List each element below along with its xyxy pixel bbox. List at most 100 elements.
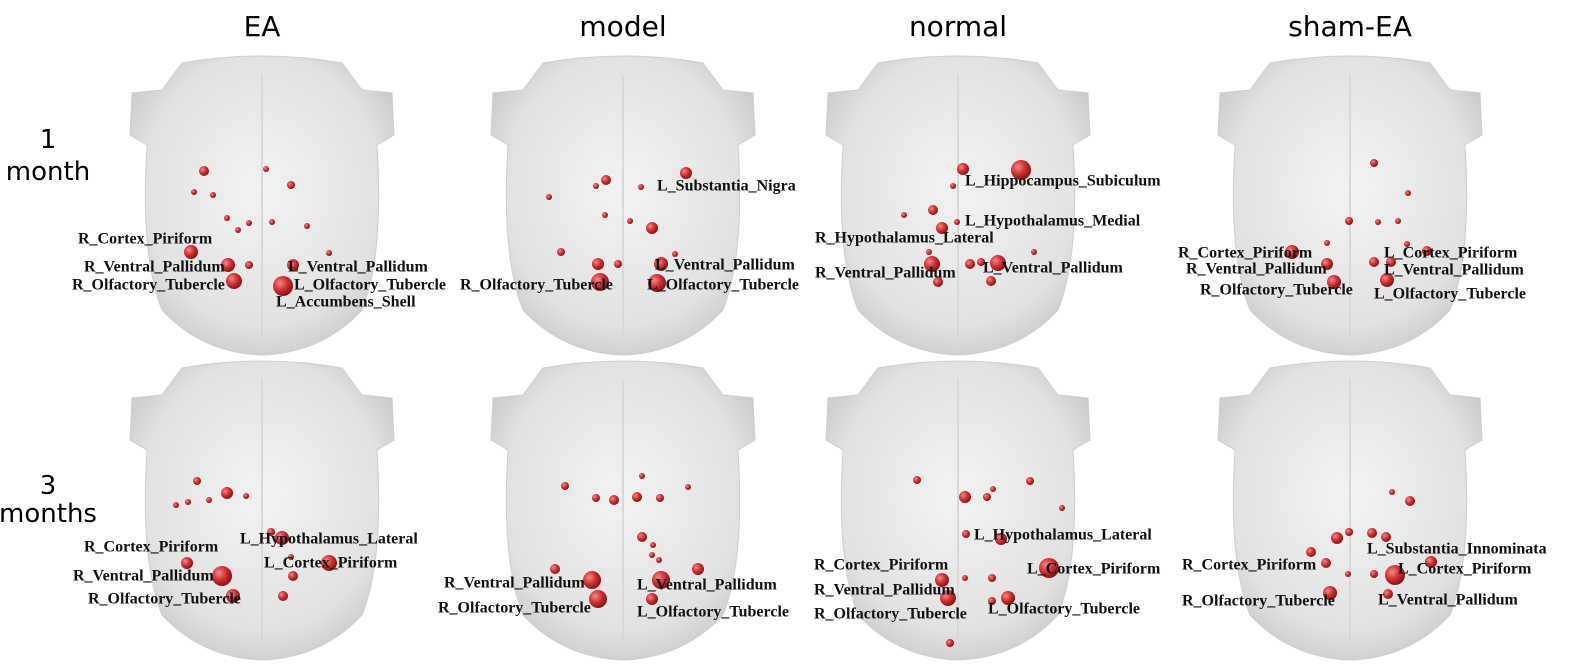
node [185, 499, 191, 505]
node [692, 563, 704, 575]
column-title: sham-EA [1288, 10, 1412, 43]
region-label: R_Olfactory_Tubercle [460, 277, 613, 294]
node [589, 590, 607, 608]
node [1405, 496, 1415, 506]
node [173, 502, 179, 508]
node [646, 222, 658, 234]
node [928, 205, 938, 215]
node [1331, 532, 1343, 544]
region-label: L_Ventral_Pallidum [983, 260, 1124, 277]
node [1345, 571, 1351, 577]
region-label: R_Ventral_Pallidum [815, 265, 956, 282]
region-label: R_Ventral_Pallidum [73, 568, 214, 585]
node [639, 473, 645, 479]
node [193, 477, 201, 485]
node [614, 260, 622, 268]
region-label: R_Ventral_Pallidum [444, 575, 585, 592]
node [649, 552, 655, 558]
region-label: R_Olfactory_Tubercle [438, 600, 591, 617]
node [1389, 489, 1395, 495]
node [946, 639, 954, 647]
region-label: L_Olfactory_Tubercle [647, 277, 799, 294]
region-label: L_Hippocampus_Subiculum [965, 173, 1161, 190]
region-label: R_Ventral_Pallidum [84, 259, 225, 276]
node [926, 249, 932, 255]
node [609, 495, 619, 505]
node [965, 259, 975, 269]
node [593, 183, 599, 189]
node [988, 574, 996, 582]
node [210, 192, 216, 198]
region-label: R_Olfactory_Tubercle [814, 606, 967, 623]
node [191, 189, 197, 195]
node [986, 276, 996, 286]
region-label: R_Olfactory_Tubercle [1182, 593, 1335, 610]
node [602, 212, 608, 218]
row-label: 3 [40, 471, 57, 501]
node [1395, 218, 1401, 224]
node [1369, 257, 1379, 267]
node [1370, 570, 1378, 578]
node [263, 166, 269, 172]
figure: EAmodelnormalsham-EA1month3monthsR_Corte… [0, 0, 1582, 664]
node [959, 491, 971, 503]
region-label: R_Olfactory_Tubercle [72, 277, 225, 294]
node [199, 166, 209, 176]
node [954, 219, 960, 225]
node [601, 175, 611, 185]
region-label: R_Olfactory_Tubercle [1200, 282, 1353, 299]
node [1324, 240, 1330, 246]
column-title: model [579, 10, 666, 43]
region-label: R_Cortex_Piriform [84, 539, 219, 556]
region-label: R_Ventral_Pallidum [1186, 261, 1327, 278]
node [226, 273, 242, 289]
region-label: L_Olfactory_Tubercle [294, 277, 446, 294]
node [243, 493, 249, 499]
node [1026, 477, 1034, 485]
node [561, 482, 569, 490]
region-label: L_Cortex_Piriform [1384, 245, 1518, 262]
node [235, 227, 241, 233]
region-label: L_Substantia_Nigra [657, 178, 796, 195]
node [278, 591, 288, 601]
node [1321, 558, 1331, 568]
node [650, 542, 656, 548]
node [1367, 528, 1377, 538]
node [983, 493, 991, 501]
node [1345, 528, 1353, 536]
node [1306, 547, 1316, 557]
node [288, 571, 298, 581]
region-label: L_Cortex_Piriform [264, 555, 398, 572]
node [550, 564, 560, 574]
node [962, 530, 970, 538]
region-label: R_Cortex_Piriform [1178, 245, 1313, 262]
node [656, 557, 662, 563]
region-label: L_Cortex_Piriform [1398, 561, 1532, 578]
region-label: L_Hypothalamus_Lateral [974, 527, 1152, 544]
region-label: L_Substantia_Innominata [1367, 541, 1547, 558]
node [592, 494, 600, 502]
node [901, 212, 907, 218]
region-label: L_Ventral_Pallidum [655, 257, 796, 274]
node [962, 575, 968, 581]
node [206, 497, 212, 503]
node [632, 492, 642, 502]
node [950, 183, 956, 189]
node [685, 484, 691, 490]
region-label: L_Ventral_Pallidum [637, 577, 778, 594]
node [546, 194, 552, 200]
region-label: R_Cortex_Piriform [78, 231, 213, 248]
node [627, 218, 633, 224]
node [212, 566, 232, 586]
node [1375, 219, 1381, 225]
node [287, 181, 295, 189]
node [245, 261, 253, 269]
node [592, 258, 604, 270]
row-label: 1 [40, 125, 57, 155]
region-label: L_Ventral_Pallidum [1384, 262, 1525, 279]
region-label: R_Cortex_Piriform [1182, 557, 1317, 574]
column-title: normal [909, 10, 1007, 43]
region-label: L_Cortex_Piriform [1027, 561, 1161, 578]
node [557, 248, 565, 256]
region-label: L_Ventral_Pallidum [1378, 592, 1519, 609]
